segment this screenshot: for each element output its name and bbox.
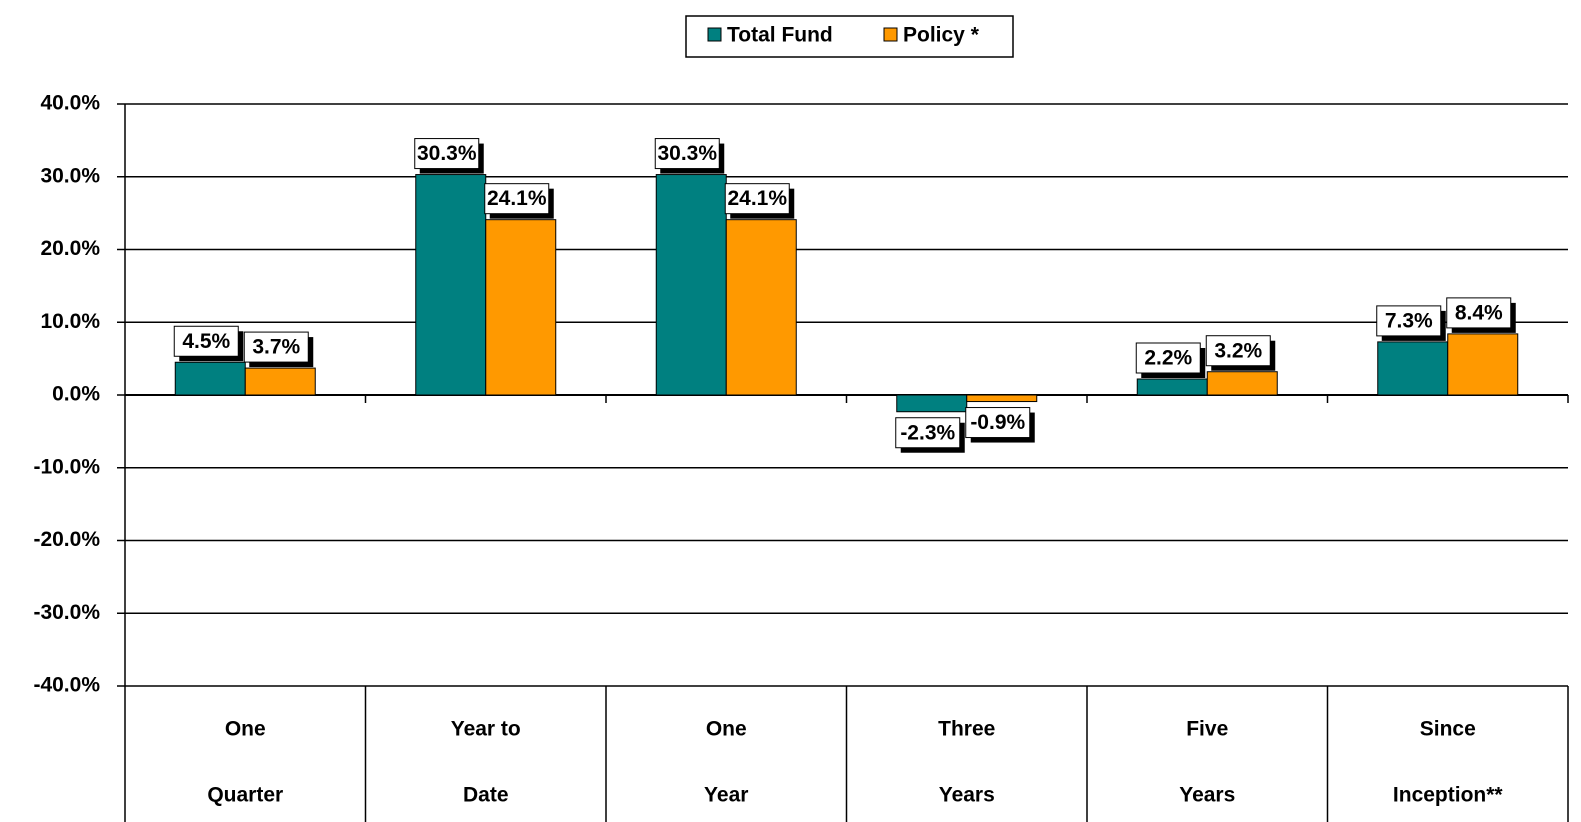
bar	[244, 367, 316, 396]
bar	[174, 361, 246, 396]
bar	[655, 174, 727, 396]
label-box	[243, 331, 309, 363]
category-label: Date	[463, 784, 509, 807]
category-label: Quarter	[207, 784, 283, 807]
legend-box	[685, 15, 1014, 58]
legend-label: Total Fund	[727, 24, 833, 47]
legend-swatch	[883, 27, 898, 42]
label-box	[895, 417, 961, 449]
category-label: One	[225, 718, 266, 741]
category-label: Five	[1186, 718, 1228, 741]
y-tick-label: -40.0%	[33, 674, 100, 697]
label-box	[1205, 335, 1271, 367]
label-box	[414, 138, 480, 170]
y-tick-label: 0.0%	[52, 383, 100, 406]
bar	[966, 394, 1038, 403]
bar	[1136, 378, 1208, 396]
category-label: Years	[1179, 784, 1235, 807]
bar	[1377, 341, 1449, 396]
data-label: 24.1%	[487, 187, 547, 210]
data-label: 8.4%	[1455, 301, 1503, 324]
y-tick-label: -30.0%	[33, 601, 100, 624]
label-box	[1376, 305, 1442, 337]
category-label: Year to	[451, 718, 521, 741]
y-tick-label: 10.0%	[40, 310, 100, 333]
data-label: 30.3%	[657, 142, 717, 165]
y-tick-label: -10.0%	[33, 455, 100, 478]
category-label: Year	[704, 784, 748, 807]
category-label: Three	[938, 718, 995, 741]
data-label: 2.2%	[1144, 347, 1192, 370]
data-label: -2.3%	[900, 421, 955, 444]
bar	[1447, 333, 1519, 396]
data-label: 7.3%	[1385, 309, 1433, 332]
category-label: One	[706, 718, 747, 741]
bar	[725, 219, 797, 396]
legend-label: Policy *	[903, 24, 980, 47]
label-box	[724, 183, 790, 215]
label-box	[965, 407, 1031, 439]
category-label: Since	[1420, 718, 1476, 741]
y-tick-label: 40.0%	[40, 92, 100, 115]
label-box	[1135, 342, 1201, 374]
label-box	[1446, 297, 1512, 329]
label-box	[484, 183, 550, 215]
bar	[485, 219, 557, 396]
data-label: 30.3%	[417, 142, 477, 165]
bar	[1206, 371, 1278, 396]
data-label: 3.7%	[252, 336, 300, 359]
legend-swatch	[707, 27, 722, 42]
data-label: 3.2%	[1214, 339, 1262, 362]
data-label: -0.9%	[970, 411, 1025, 434]
y-tick-label: 30.0%	[40, 164, 100, 187]
category-label: Inception**	[1393, 784, 1504, 807]
y-tick-label: 20.0%	[40, 237, 100, 260]
category-label: Years	[939, 784, 995, 807]
bar	[896, 394, 968, 413]
y-tick-label: -20.0%	[33, 528, 100, 551]
data-label: 24.1%	[727, 187, 787, 210]
label-box	[654, 138, 720, 170]
label-box	[173, 325, 239, 357]
bar	[415, 174, 487, 396]
data-label: 4.5%	[182, 330, 230, 353]
